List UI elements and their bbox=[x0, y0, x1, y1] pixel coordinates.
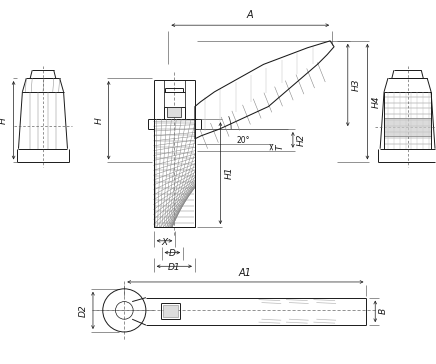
Bar bbox=[167, 107, 181, 117]
Text: X: X bbox=[161, 238, 167, 247]
Text: H: H bbox=[0, 117, 8, 124]
Text: H: H bbox=[95, 117, 104, 124]
Text: D1: D1 bbox=[168, 263, 181, 272]
Bar bbox=[384, 118, 431, 136]
Text: 20°: 20° bbox=[236, 136, 249, 145]
Text: B: B bbox=[379, 308, 388, 314]
Text: D: D bbox=[169, 249, 176, 258]
Text: A: A bbox=[247, 10, 254, 20]
Text: T: T bbox=[275, 145, 284, 150]
Text: H3: H3 bbox=[352, 79, 361, 91]
Text: H1: H1 bbox=[224, 167, 233, 179]
Text: H4: H4 bbox=[371, 95, 380, 108]
Text: A1: A1 bbox=[239, 268, 252, 278]
Text: H2: H2 bbox=[297, 134, 306, 146]
Bar bbox=[163, 305, 178, 317]
Text: D2: D2 bbox=[79, 304, 88, 317]
